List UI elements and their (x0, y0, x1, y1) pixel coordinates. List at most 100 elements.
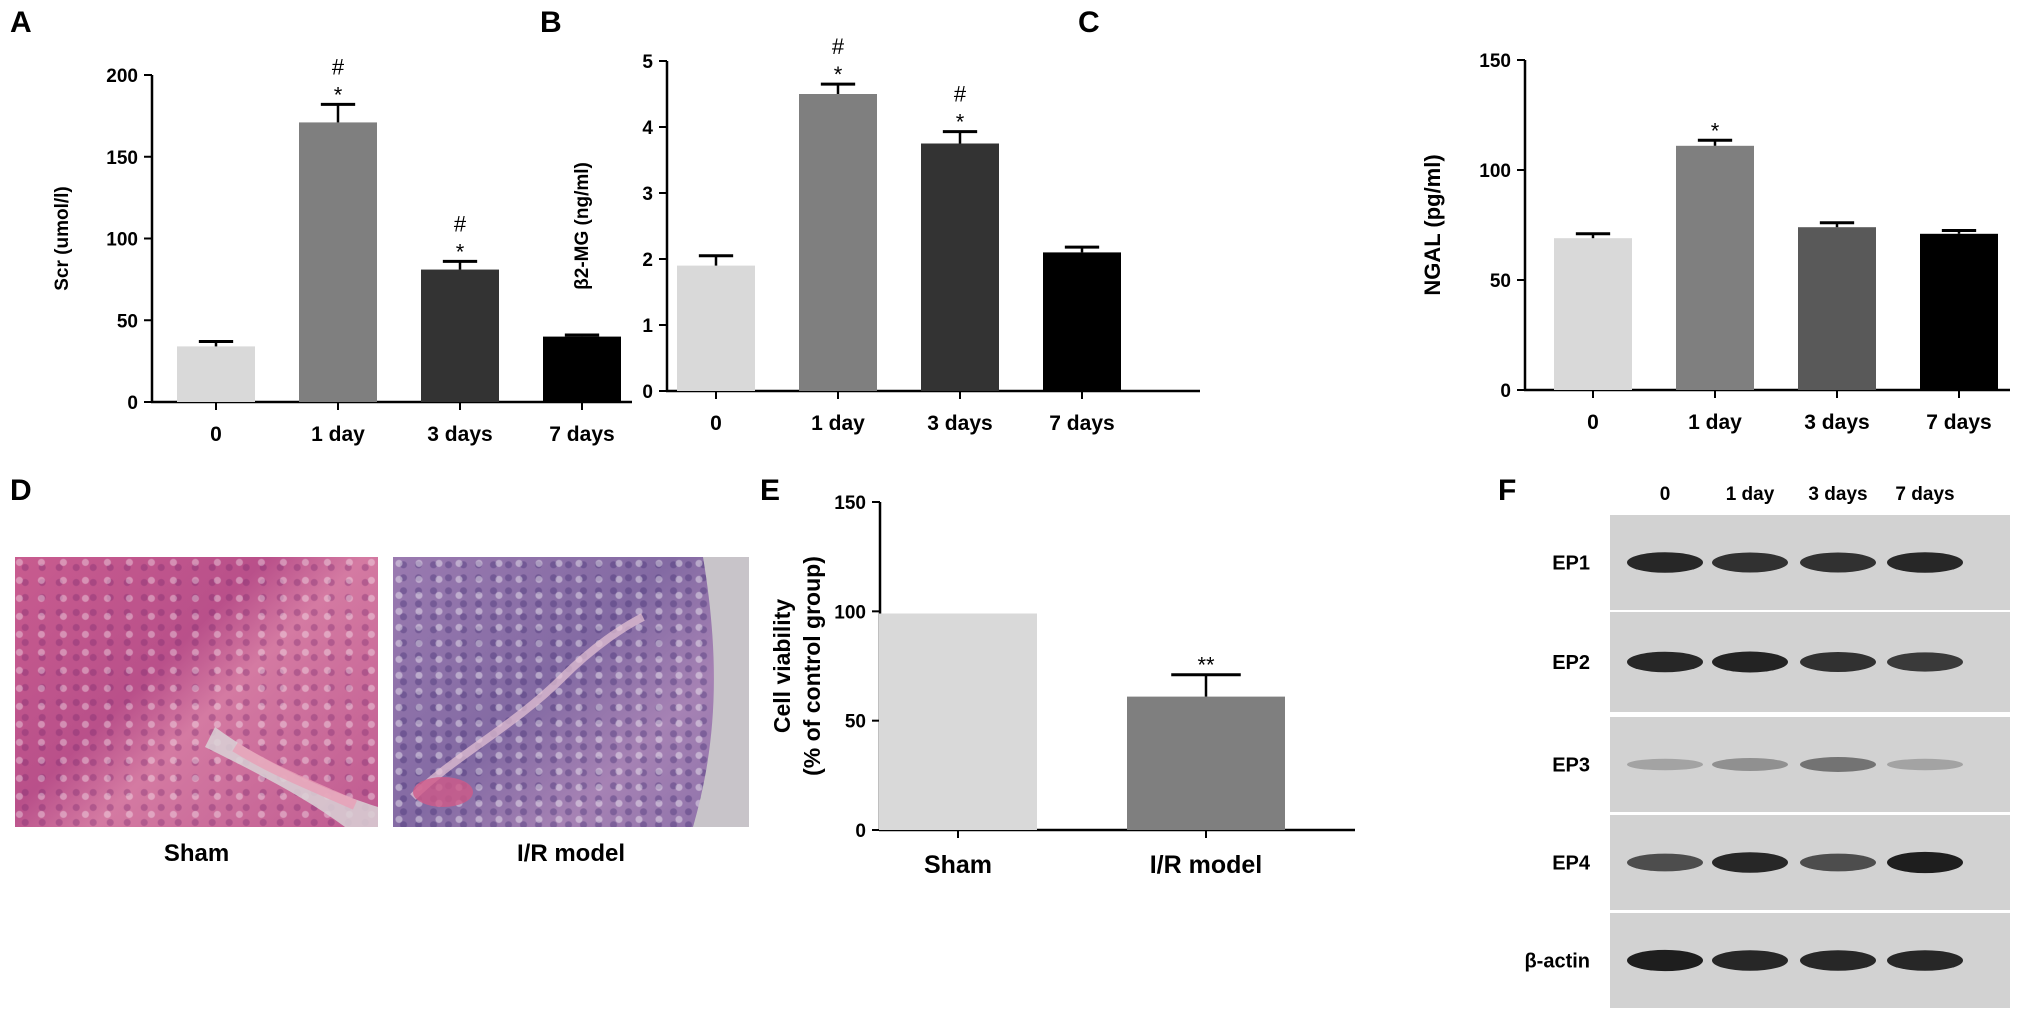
y-axis-label-2: (% of control group) (799, 556, 825, 776)
x-tick-label: 3 days (927, 412, 992, 435)
blot-row-label: EP3 (1552, 755, 1590, 777)
y-axis-label: Cell viability (769, 599, 795, 733)
blot-row-label: EP1 (1552, 553, 1590, 575)
y-tick-label: 0 (855, 821, 866, 842)
lane-label: 7 days (1895, 484, 1954, 505)
x-tick-label: I/R model (1150, 851, 1263, 879)
panel-letter-c: C (1078, 6, 1100, 39)
panel-letter-a: A (10, 6, 32, 39)
y-tick-label: 2 (642, 250, 653, 271)
blot-band (1887, 950, 1963, 971)
y-tick-label: 0 (1500, 381, 1511, 402)
panel-letter-d: D (10, 474, 32, 507)
y-tick-label: 50 (1490, 271, 1511, 292)
blot-band (1627, 552, 1703, 573)
bar (1920, 233, 1998, 390)
panel-letter-f: F (1498, 474, 1517, 507)
ir-lumen-shape (410, 557, 749, 827)
blot-band (1627, 949, 1703, 972)
blot-band (1712, 651, 1788, 673)
western-blot: 0 1 day 3 days 7 days EP1 EP2 EP3 EP4 β-actin (1524, 484, 2010, 1008)
x-tick-label: 0 (210, 423, 222, 446)
y-tick-label: 50 (845, 712, 866, 733)
x-tick-label: 7 days (1926, 411, 1991, 434)
blot-band (1712, 552, 1788, 573)
lane-label: 1 day (1726, 484, 1775, 505)
bar (1676, 145, 1754, 390)
bar (1554, 238, 1632, 390)
bar (677, 265, 755, 391)
histology-caption-sham: Sham (163, 840, 230, 867)
significance-mark: * (956, 110, 965, 135)
y-tick-label: 200 (106, 66, 138, 87)
y-axis-label: β2-MG (ng/ml) (572, 162, 593, 290)
blot-band (1712, 852, 1788, 873)
bar (879, 613, 1037, 830)
blot-band (1800, 552, 1876, 573)
y-tick-label: 1 (642, 316, 653, 337)
significance-mark: * (456, 239, 465, 264)
chart-e-cell-viability: 0 50 100 150 Cell viability (% of control gro… (769, 493, 1355, 879)
x-tick-label: 1 day (311, 423, 365, 446)
y-tick-label: 150 (1479, 51, 1511, 72)
x-tick-label: 3 days (427, 423, 492, 446)
lane-label: 3 days (1808, 484, 1867, 505)
histology-image-sham (15, 557, 378, 827)
bar (1127, 696, 1285, 830)
bar (177, 346, 255, 402)
significance-mark: # (454, 211, 467, 236)
blot-band (1712, 950, 1788, 971)
x-tick-label: 0 (1587, 411, 1599, 434)
blot-row-label: EP4 (1552, 853, 1591, 875)
blot-band (1887, 652, 1963, 672)
panel-letter-e: E (760, 474, 781, 507)
y-tick-label: 0 (642, 382, 653, 403)
bar (921, 143, 999, 391)
blot-band (1627, 853, 1703, 872)
x-tick-label: 7 days (1049, 412, 1114, 435)
y-axis-label: NGAL (pg/ml) (1420, 154, 1445, 295)
y-tick-label: 100 (834, 602, 866, 623)
blot-band (1712, 758, 1788, 771)
y-tick-label: 4 (642, 118, 653, 139)
x-tick-label: Sham (924, 851, 992, 879)
significance-mark: * (334, 82, 343, 107)
y-tick-label: 100 (106, 230, 138, 251)
significance-mark: * (1711, 118, 1720, 143)
y-tick-label: 3 (642, 184, 653, 205)
chart-a-scr: 0 50 100 150 200 Scr (umol/l) 0 # * 1 day # * 3 days… (52, 54, 632, 446)
blot-row-label: β-actin (1524, 951, 1590, 973)
x-tick-label: 1 day (811, 412, 865, 435)
y-tick-label: 150 (834, 493, 866, 514)
y-tick-label: 150 (106, 148, 138, 169)
significance-mark: # (832, 34, 845, 59)
histology-caption-ir-model: I/R model (516, 840, 625, 867)
blot-band (1800, 757, 1876, 772)
blot-band (1627, 758, 1703, 771)
panel-letter-b: B (540, 6, 562, 39)
bar (1043, 252, 1121, 391)
blot-band (1887, 851, 1963, 874)
bar (799, 94, 877, 391)
bar (1798, 227, 1876, 390)
chart-b-b2mg: 0 1 2 3 4 5 β2-MG (ng/ml) 0 # * 1 day # * 3 days 7 day… (572, 34, 1200, 435)
y-axis-label: Scr (umol/l) (52, 186, 73, 291)
blot-band (1887, 552, 1963, 573)
lane-label: 0 (1660, 484, 1671, 505)
significance-mark: * (834, 62, 843, 87)
y-tick-label: 100 (1479, 161, 1511, 182)
histology-image-ir-model (393, 557, 749, 827)
y-tick-label: 5 (642, 52, 653, 73)
chart-c-ngal: 0 50 100 150 NGAL (pg/ml) 0 * 1 day 3 days 7 days (1420, 51, 2010, 434)
sham-vessel-shape (205, 727, 378, 827)
x-tick-label: 0 (710, 412, 722, 435)
x-tick-label: 7 days (549, 423, 614, 446)
x-tick-label: 3 days (1804, 411, 1869, 434)
y-tick-label: 50 (117, 311, 138, 332)
bar (543, 336, 621, 402)
y-tick-label: 0 (127, 393, 138, 414)
blot-band (1887, 758, 1963, 771)
blot-band (1800, 652, 1876, 672)
significance-mark: # (332, 54, 345, 79)
bar (421, 269, 499, 402)
